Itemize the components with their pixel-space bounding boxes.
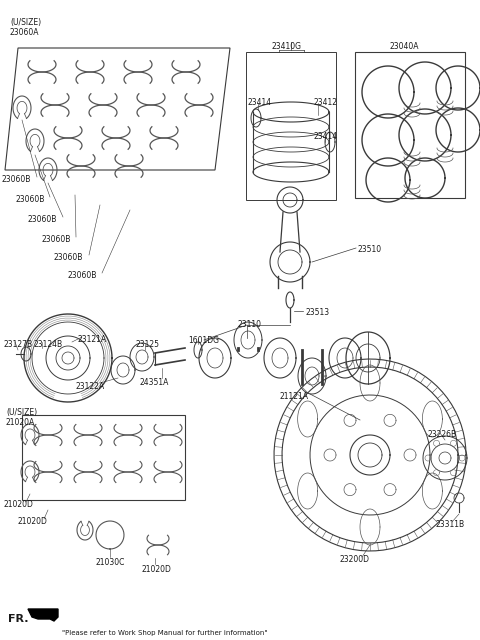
Text: 23060B: 23060B (67, 271, 96, 280)
Text: 21020A: 21020A (6, 418, 35, 427)
Polygon shape (28, 609, 58, 621)
Text: 23311B: 23311B (435, 520, 464, 529)
Text: 23060B: 23060B (41, 235, 71, 244)
Text: FR.: FR. (8, 614, 28, 624)
Text: 23110: 23110 (238, 320, 262, 329)
Text: 23060B: 23060B (54, 253, 84, 262)
Bar (246, 52, 336, 200)
Text: 23414: 23414 (247, 98, 271, 107)
Text: 23414: 23414 (313, 132, 337, 141)
Text: 21121A: 21121A (280, 392, 309, 401)
Text: 23513: 23513 (305, 308, 329, 317)
Text: 23121A: 23121A (78, 335, 107, 344)
Text: 23124B: 23124B (34, 340, 63, 349)
Text: 23122A: 23122A (76, 382, 105, 391)
Text: 23410G: 23410G (272, 42, 302, 51)
Text: 23060B: 23060B (28, 215, 58, 224)
Text: 23060B: 23060B (15, 195, 44, 204)
Text: 23200D: 23200D (340, 555, 370, 564)
Text: 23060A: 23060A (10, 28, 39, 37)
Text: 21020D: 21020D (17, 517, 47, 526)
Text: 23125: 23125 (136, 340, 160, 349)
Text: 23040A: 23040A (390, 42, 420, 51)
Text: 23127B: 23127B (4, 340, 33, 349)
Text: 21030C: 21030C (95, 558, 124, 567)
Text: 1601DG: 1601DG (188, 336, 219, 345)
Text: 23510: 23510 (358, 245, 382, 254)
Text: 23226B: 23226B (428, 430, 457, 439)
Text: (U/SIZE): (U/SIZE) (10, 18, 41, 27)
Text: "Please refer to Work Shop Manual for further information": "Please refer to Work Shop Manual for fu… (62, 630, 267, 636)
Text: 23412: 23412 (313, 98, 337, 107)
Text: 21020D: 21020D (4, 500, 34, 509)
Text: 24351A: 24351A (140, 378, 169, 387)
Text: 23060B: 23060B (2, 175, 31, 184)
Text: 21020D: 21020D (142, 565, 172, 574)
Text: (U/SIZE): (U/SIZE) (6, 408, 37, 417)
